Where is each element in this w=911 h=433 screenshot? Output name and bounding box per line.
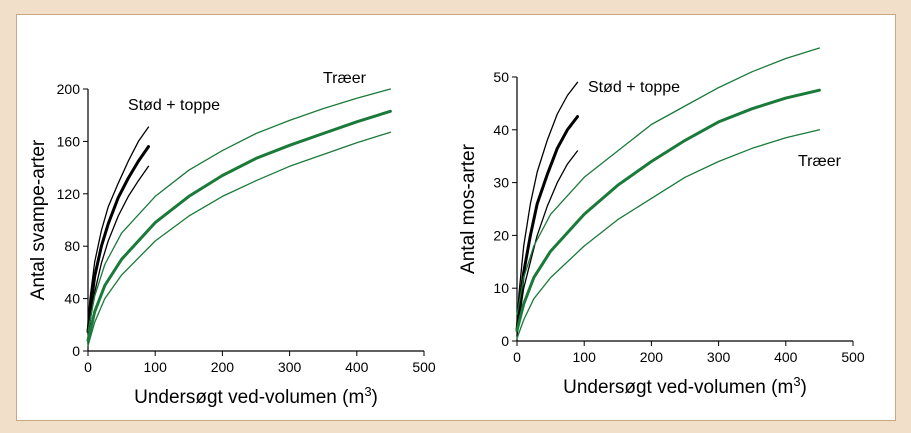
x-axis-label: Undersøgt ved-volumen (m3) <box>134 384 378 408</box>
series-line-traeer-upper <box>87 88 392 333</box>
series-line-traeer-mean <box>86 109 392 342</box>
annotation-stod: Stød + toppe <box>128 97 220 114</box>
annotation-stod: Stød + toppe <box>588 79 680 96</box>
chart-2: 0 100 200 300 400 500 0 10 20 30 40 50 Stød + toppe T… <box>458 47 865 398</box>
x-tick-label: 100 <box>573 349 597 365</box>
x-tick-label: 500 <box>412 359 436 375</box>
series-line-stod-lower <box>516 150 579 337</box>
chart-1: 0 100 200 300 400 500 0 40 80 120 160 200 Stød + top… <box>28 70 436 408</box>
annotation-traeer: Træer <box>798 153 842 170</box>
annotation-traeer: Træer <box>323 70 367 87</box>
x-axis-label: Undersøgt ved-volumen (m3) <box>563 374 807 398</box>
y-tick-label: 20 <box>493 227 509 243</box>
series-line-traeer-upper <box>516 47 821 316</box>
y-tick-label: 120 <box>57 186 81 202</box>
x-tick-label: 300 <box>278 359 302 375</box>
x-tick-label: 100 <box>144 359 168 375</box>
y-tick-label: 160 <box>57 133 81 149</box>
x-tick-label: 500 <box>841 349 865 365</box>
series-line-traeer-lower <box>516 129 821 340</box>
x-tick-label: 0 <box>84 359 92 375</box>
y-tick-label: 30 <box>493 175 509 191</box>
series-line-stod-mean <box>86 145 150 333</box>
y-axis-label: Antal mos-arter <box>458 143 479 274</box>
series-line-stod-upper <box>516 81 579 326</box>
x-tick-label: 0 <box>513 349 521 365</box>
y-tick-label: 0 <box>501 333 509 349</box>
y-tick-label: 40 <box>493 122 509 138</box>
series-line-traeer-mean <box>515 88 821 332</box>
y-tick-label: 10 <box>493 280 509 296</box>
y-tick-label: 200 <box>57 81 81 97</box>
x-tick-label: 400 <box>345 359 369 375</box>
series-line-traeer-lower <box>87 131 392 347</box>
x-tick-label: 400 <box>774 349 798 365</box>
x-tick-label: 200 <box>640 349 664 365</box>
x-tick-label: 200 <box>211 359 235 375</box>
y-tick-label: 50 <box>493 69 509 85</box>
y-tick-label: 0 <box>72 343 80 359</box>
x-tick-label: 300 <box>707 349 731 365</box>
series-line-stod-upper <box>87 126 150 323</box>
y-tick-label: 40 <box>64 291 80 307</box>
y-tick-label: 80 <box>64 238 80 254</box>
y-axis-label: Antal svampe-arter <box>28 139 49 300</box>
